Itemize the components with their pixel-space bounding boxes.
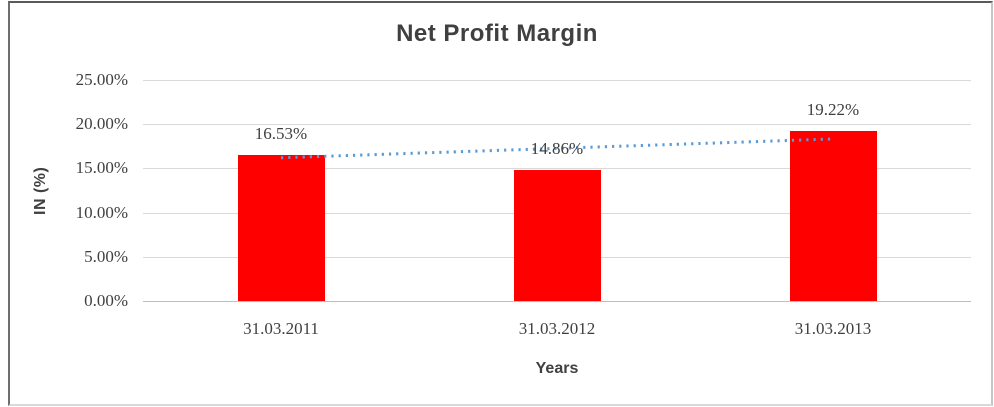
y-tick-label: 5.00% (84, 247, 128, 266)
y-tick-label: 15.00% (75, 158, 128, 177)
bar (790, 131, 877, 301)
bar (238, 155, 325, 301)
x-tick-label: 31.03.2011 (243, 319, 319, 338)
gridline (143, 124, 971, 125)
bar (514, 170, 601, 301)
gridline (143, 80, 971, 81)
y-tick-label: 25.00% (75, 70, 128, 89)
y-tick-label: 10.00% (75, 203, 128, 222)
x-tick-label: 31.03.2013 (794, 319, 872, 338)
x-axis-title: Years (535, 360, 579, 377)
y-tick-label: 0.00% (84, 291, 128, 310)
x-tick-label: 31.03.2012 (518, 319, 596, 338)
bar-data-label: 14.86% (530, 139, 584, 158)
bar-data-label: 16.53% (254, 124, 308, 143)
x-axis-line (143, 301, 971, 302)
bar-data-label: 19.22% (806, 100, 860, 119)
y-tick-label: 20.00% (75, 114, 128, 133)
chart-title: Net Profit Margin (396, 20, 598, 47)
gridline (143, 168, 971, 169)
